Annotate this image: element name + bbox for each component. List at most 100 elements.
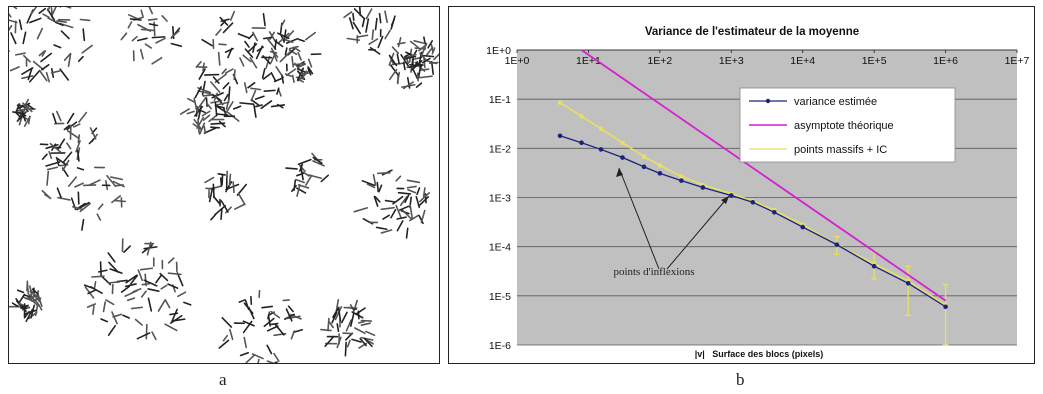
pattern-dash: [404, 52, 412, 58]
pattern-dash: [18, 19, 23, 31]
pattern-dash: [249, 57, 258, 69]
pattern-dash: [262, 12, 266, 27]
pattern-dash: [232, 105, 242, 110]
pattern-dash: [29, 70, 40, 83]
pattern-dash: [143, 246, 158, 250]
massive-point: [700, 182, 705, 187]
pattern-dash: [82, 184, 97, 187]
pattern-dash: [296, 67, 305, 81]
pattern-dash: [9, 19, 18, 24]
pattern-dash: [247, 43, 258, 53]
pattern-dash: [202, 114, 211, 121]
pattern-dash: [423, 36, 427, 45]
pattern-dash: [15, 103, 20, 112]
pattern-dash: [77, 202, 86, 210]
pattern-dash: [23, 98, 30, 108]
pattern-dash: [125, 274, 138, 284]
pattern-dash: [151, 36, 166, 39]
pattern-dash: [428, 61, 439, 65]
pattern-dash: [388, 68, 398, 81]
pattern-dash: [205, 97, 208, 107]
pattern-dash: [214, 101, 218, 117]
pattern-dash: [312, 160, 325, 167]
pattern-dash: [219, 16, 229, 26]
pattern-dash: [194, 86, 202, 99]
pattern-dash: [285, 68, 297, 77]
pattern-dash: [400, 54, 410, 67]
pattern-dash: [203, 125, 207, 134]
pattern-dash: [37, 303, 43, 311]
pattern-dash: [139, 48, 144, 60]
pattern-dash: [416, 187, 421, 196]
pattern-dash: [38, 7, 47, 14]
pattern-dash: [287, 305, 294, 313]
y-tick-label: 1E-1: [489, 94, 511, 106]
pattern-dash: [296, 172, 304, 177]
pattern-dash: [157, 299, 166, 312]
pattern-dash: [276, 87, 280, 95]
pattern-dash: [266, 38, 277, 50]
pattern-dash: [396, 220, 404, 232]
pattern-dash: [406, 179, 421, 184]
pattern-dash: [9, 25, 13, 32]
pattern-dash: [176, 272, 184, 287]
pattern-dash: [30, 304, 36, 319]
pattern-dash: [107, 252, 116, 263]
pattern-dash: [41, 189, 52, 200]
pattern-dash: [229, 328, 234, 341]
pattern-dash: [267, 315, 271, 327]
pattern-dash: [372, 173, 377, 186]
pattern-dash: [124, 283, 137, 288]
pattern-dash: [109, 268, 123, 274]
legend-label-asymptote: asymptote théorique: [794, 120, 894, 132]
pattern-dash: [11, 302, 19, 308]
y-tick-label: 1E+0: [486, 45, 511, 57]
pattern-dash: [79, 18, 91, 22]
pattern-dash: [41, 153, 48, 160]
pattern-dash: [233, 69, 236, 81]
variance-point: [800, 224, 806, 230]
variance-point: [750, 199, 756, 205]
pattern-dash: [421, 57, 431, 64]
pattern-dash: [395, 175, 402, 182]
pattern-dash: [98, 269, 108, 273]
pattern-dash: [55, 156, 67, 166]
pattern-dash: [51, 7, 57, 16]
pattern-dash: [375, 226, 388, 231]
pattern-dash: [244, 299, 250, 311]
pattern-dash: [324, 335, 335, 348]
pattern-dash: [57, 138, 66, 150]
massive-point: [872, 261, 877, 266]
pattern-dash: [265, 56, 271, 69]
pattern-dash: [148, 7, 154, 15]
variance-point: [579, 140, 584, 146]
pattern-dash: [126, 297, 136, 302]
massive-point: [620, 140, 625, 145]
pattern-dash: [204, 176, 215, 184]
pattern-dash: [223, 93, 229, 102]
massive-point: [599, 126, 604, 131]
pattern-dash: [76, 167, 85, 171]
pattern-dash: [296, 183, 301, 197]
pattern-dash: [402, 81, 414, 90]
pattern-dash: [363, 337, 373, 348]
axis-layer: 1E+0 1E-1 1E-2 1E-3 1E-4 1E-5 1E-6 1E+0 1E+1 1E+2…: [486, 45, 1029, 352]
pattern-dash: [155, 274, 163, 284]
pattern-dash: [352, 12, 355, 21]
massive-point: [579, 114, 584, 119]
pattern-dash: [41, 64, 50, 71]
pattern-dash: [234, 203, 246, 210]
pattern-dash: [23, 310, 31, 319]
massive-point: [558, 100, 563, 105]
pattern-dash: [179, 108, 190, 115]
pattern-dash: [53, 44, 62, 49]
pattern-dash: [430, 43, 434, 53]
pattern-dash: [282, 299, 290, 302]
pattern-dash: [148, 23, 159, 27]
pattern-dash: [89, 127, 97, 140]
pattern-dash: [16, 111, 27, 122]
pattern-dash: [352, 21, 362, 35]
pattern-dash: [222, 22, 234, 34]
pattern-dash: [371, 29, 375, 41]
pattern-dash: [208, 185, 223, 191]
